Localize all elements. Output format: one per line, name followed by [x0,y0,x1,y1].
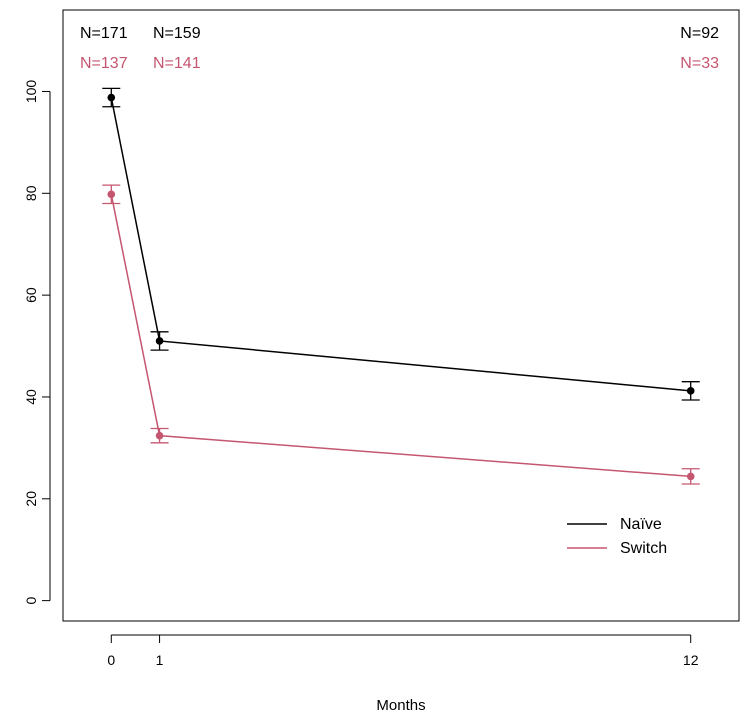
x-axis-title: Months [376,697,425,714]
x-tick-label: 12 [683,652,699,668]
y-tick-label: 20 [23,491,39,507]
series-nave [102,87,700,401]
data-point [686,472,695,481]
n-labels: N=171 N=159 N=92 N=137 N=141 N=33 [80,25,719,72]
n-label: N=159 [153,25,201,42]
series-line [110,194,691,478]
n-label: N=137 [80,55,128,72]
data-point [107,93,116,102]
n-label: N=171 [80,25,128,42]
y-axis: 0 20 40 60 80 100 [23,80,51,605]
x-tick-label: 1 [156,652,164,668]
data-point [155,431,164,440]
legend-label: Switch [620,540,667,557]
data-point [686,387,695,395]
n-label: N=92 [680,25,719,42]
series-line [110,97,691,392]
data-point [155,337,164,345]
legend-label: Naïve [620,516,662,533]
plot-frame [62,9,740,622]
y-tick-label: 40 [23,389,39,405]
legend: Naïve Switch [567,516,667,557]
data-point [107,190,116,199]
y-tick-label: 0 [23,597,39,605]
n-label: N=33 [680,55,719,72]
n-label: N=141 [153,55,201,72]
series-switch [102,184,700,485]
x-tick-label: 0 [107,652,115,668]
y-tick-label: 80 [23,185,39,201]
series-layer [102,87,700,485]
y-tick-label: 60 [23,287,39,303]
x-axis: 0 1 12 [107,634,699,668]
y-tick-label: 100 [23,80,39,104]
